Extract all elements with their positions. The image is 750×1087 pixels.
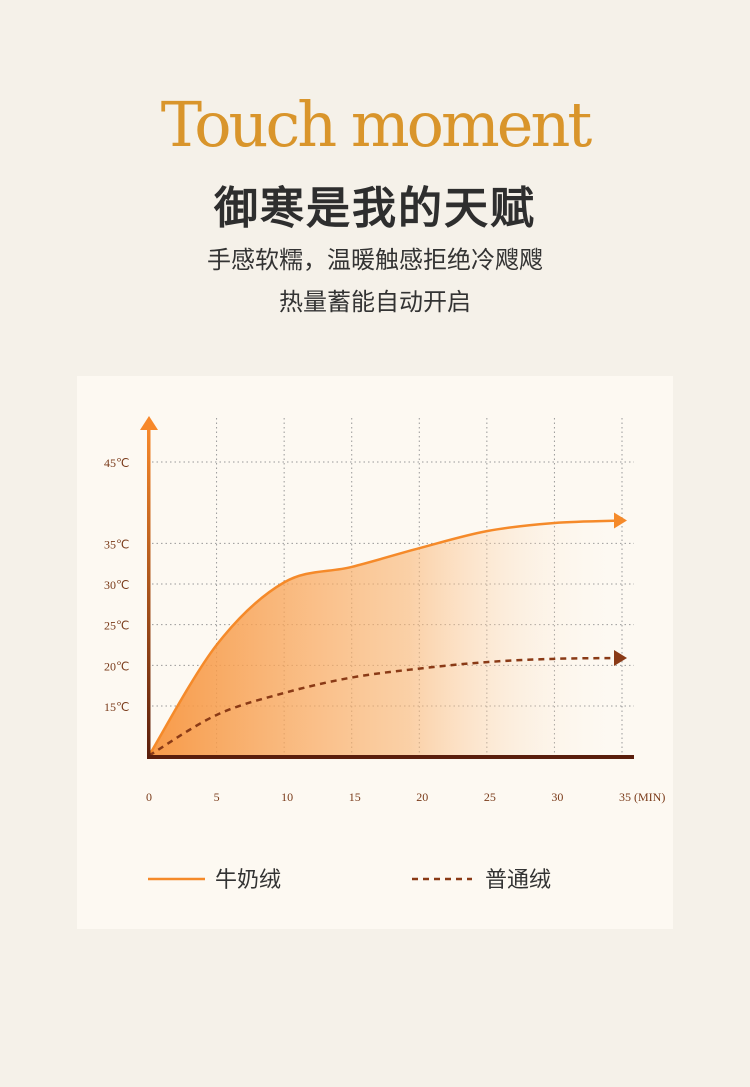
x-tick-label: 30 [551, 790, 563, 804]
y-tick-label: 25℃ [104, 619, 129, 633]
x-tick-label: 5 [214, 790, 220, 804]
brand-title: Touch moment [160, 88, 593, 161]
x-tick-label: 20 [416, 790, 428, 804]
x-axis [147, 755, 634, 759]
x-tick-label: 0 [146, 790, 152, 804]
x-tick-label: 35 (MIN) [619, 790, 665, 804]
y-tick-label: 45℃ [104, 456, 129, 470]
legend-label-1: 普通绒 [485, 868, 551, 893]
y-tick-label: 20℃ [104, 659, 129, 673]
series-line-1 [148, 656, 623, 757]
y-tick-label: 15℃ [104, 700, 129, 714]
page-title: 御寒是我的天赋 [214, 183, 536, 234]
x-tick-label: 10 [281, 790, 293, 804]
subtitle-line-1: 手感软糯，温暖触感拒绝冷飕飕 [207, 246, 543, 274]
x-tick-label: 15 [349, 790, 361, 804]
y-axis-arrow [140, 416, 158, 430]
legend: 牛奶绒 普通绒 [148, 868, 551, 893]
legend-label-0: 牛奶绒 [215, 868, 281, 893]
series-line-0 [147, 519, 623, 757]
y-axis [147, 428, 151, 759]
x-tick-label: 25 [484, 790, 496, 804]
y-tick-label: 35℃ [104, 537, 129, 551]
subtitle-line-2: 热量蓄能自动开启 [279, 288, 471, 316]
y-tick-label: 30℃ [104, 578, 129, 592]
series-arrow-0 [614, 512, 627, 529]
series-arrow-1 [614, 650, 627, 667]
